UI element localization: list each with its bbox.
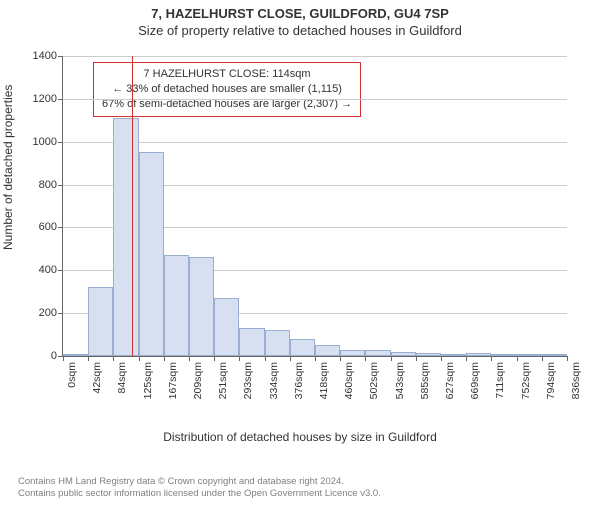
histogram-bar bbox=[517, 354, 542, 356]
histogram-bar bbox=[365, 350, 390, 356]
xtick-mark bbox=[189, 356, 190, 361]
xtick-label: 711sqm bbox=[494, 362, 506, 399]
ytick-mark bbox=[58, 142, 63, 143]
xtick-label: 752sqm bbox=[520, 362, 532, 399]
xtick-mark bbox=[441, 356, 442, 361]
ytick-mark bbox=[58, 313, 63, 314]
xtick-mark bbox=[88, 356, 89, 361]
xtick-mark bbox=[391, 356, 392, 361]
xtick-label: 627sqm bbox=[444, 362, 456, 399]
xtick-label: 167sqm bbox=[167, 362, 179, 399]
annotation-line-1: 7 HAZELHURST CLOSE: 114sqm bbox=[102, 67, 352, 82]
xtick-label: 585sqm bbox=[419, 362, 431, 399]
xtick-label: 376sqm bbox=[293, 362, 305, 399]
y-axis-label: Number of detached properties bbox=[1, 85, 15, 250]
property-marker-line bbox=[132, 56, 133, 356]
histogram-bar bbox=[416, 353, 441, 356]
xtick-label: 209sqm bbox=[192, 362, 204, 399]
ytick-mark bbox=[58, 185, 63, 186]
ytick-label: 200 bbox=[39, 307, 57, 319]
ytick-label: 600 bbox=[39, 221, 57, 233]
histogram-bar bbox=[441, 354, 466, 356]
histogram-bar bbox=[491, 354, 516, 356]
ytick-label: 400 bbox=[39, 264, 57, 276]
histogram-bar bbox=[164, 255, 189, 356]
histogram-bar bbox=[290, 339, 315, 356]
page-subtitle: Size of property relative to detached ho… bbox=[0, 23, 600, 38]
xtick-mark bbox=[113, 356, 114, 361]
xtick-mark bbox=[239, 356, 240, 361]
gridline-h bbox=[63, 56, 567, 57]
histogram-bar bbox=[542, 354, 567, 356]
xtick-label: 543sqm bbox=[394, 362, 406, 399]
histogram-bar bbox=[391, 352, 416, 356]
xtick-mark bbox=[517, 356, 518, 361]
ytick-mark bbox=[58, 56, 63, 57]
xtick-label: 293sqm bbox=[242, 362, 254, 399]
x-axis-label: Distribution of detached houses by size … bbox=[0, 430, 600, 444]
ytick-label: 1400 bbox=[33, 50, 57, 62]
xtick-label: 669sqm bbox=[469, 362, 481, 399]
xtick-mark bbox=[315, 356, 316, 361]
xtick-label: 502sqm bbox=[368, 362, 380, 399]
xtick-label: 334sqm bbox=[268, 362, 280, 399]
xtick-label: 42sqm bbox=[91, 362, 103, 394]
ytick-mark bbox=[58, 270, 63, 271]
footer-line-2: Contains public sector information licen… bbox=[18, 488, 381, 500]
xtick-mark bbox=[542, 356, 543, 361]
xtick-mark bbox=[63, 356, 64, 361]
xtick-label: 0sqm bbox=[66, 362, 78, 388]
xtick-mark bbox=[290, 356, 291, 361]
xtick-mark bbox=[214, 356, 215, 361]
xtick-mark bbox=[567, 356, 568, 361]
xtick-mark bbox=[491, 356, 492, 361]
annotation-line-2: ← 33% of detached houses are smaller (1,… bbox=[102, 82, 352, 97]
xtick-label: 418sqm bbox=[318, 362, 330, 399]
histogram-bar bbox=[214, 298, 239, 356]
chart-container: Number of detached properties 7 HAZELHUR… bbox=[0, 50, 600, 450]
histogram-bar bbox=[88, 287, 113, 356]
histogram-bar bbox=[239, 328, 264, 356]
gridline-h bbox=[63, 142, 567, 143]
ytick-label: 800 bbox=[39, 179, 57, 191]
histogram-bar bbox=[113, 118, 138, 356]
ytick-label: 0 bbox=[51, 350, 57, 362]
xtick-mark bbox=[340, 356, 341, 361]
xtick-label: 794sqm bbox=[545, 362, 557, 399]
histogram-bar bbox=[315, 345, 340, 356]
histogram-bar bbox=[139, 152, 164, 356]
xtick-mark bbox=[416, 356, 417, 361]
gridline-h bbox=[63, 99, 567, 100]
xtick-mark bbox=[164, 356, 165, 361]
ytick-mark bbox=[58, 99, 63, 100]
plot-area: 7 HAZELHURST CLOSE: 114sqm ← 33% of deta… bbox=[62, 56, 567, 357]
xtick-label: 836sqm bbox=[570, 362, 582, 399]
xtick-mark bbox=[365, 356, 366, 361]
xtick-mark bbox=[466, 356, 467, 361]
marker-annotation-box: 7 HAZELHURST CLOSE: 114sqm ← 33% of deta… bbox=[93, 62, 361, 117]
histogram-bar bbox=[466, 353, 491, 356]
page-title: 7, HAZELHURST CLOSE, GUILDFORD, GU4 7SP bbox=[0, 6, 600, 21]
xtick-label: 460sqm bbox=[343, 362, 355, 399]
ytick-label: 1000 bbox=[33, 136, 57, 148]
histogram-bar bbox=[340, 350, 365, 356]
xtick-label: 251sqm bbox=[217, 362, 229, 399]
histogram-bar bbox=[63, 354, 88, 356]
histogram-bar bbox=[265, 330, 290, 356]
ytick-mark bbox=[58, 227, 63, 228]
footer-line-1: Contains HM Land Registry data © Crown c… bbox=[18, 476, 381, 488]
xtick-mark bbox=[139, 356, 140, 361]
footer-attribution: Contains HM Land Registry data © Crown c… bbox=[18, 476, 381, 500]
xtick-label: 84sqm bbox=[116, 362, 128, 394]
ytick-label: 1200 bbox=[33, 93, 57, 105]
histogram-bar bbox=[189, 257, 214, 356]
xtick-label: 125sqm bbox=[142, 362, 154, 399]
xtick-mark bbox=[265, 356, 266, 361]
